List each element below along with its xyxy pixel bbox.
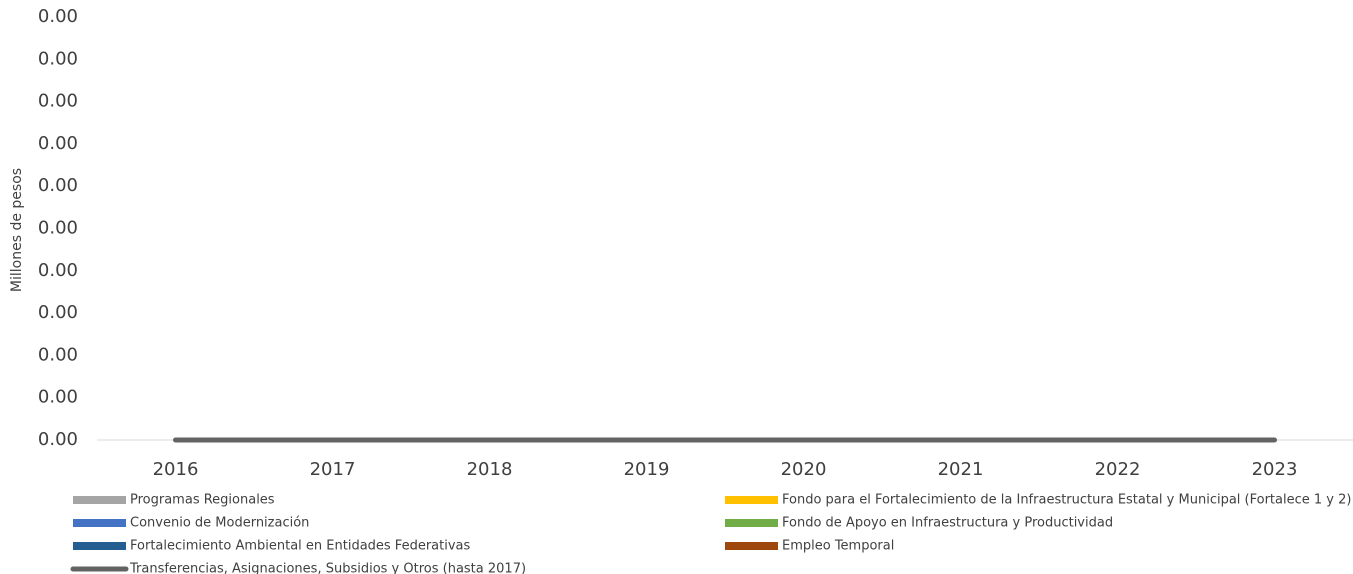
x-tick-label: 2018 [467,459,513,480]
legend-label: Transferencias, Asignaciones, Subsidios … [129,562,526,574]
legend-swatch [73,496,126,504]
legend-swatch [73,519,126,527]
y-tick-label: 0.00 [38,218,78,239]
y-tick-label: 0.00 [38,91,78,112]
x-tick-label: 2021 [938,459,984,480]
y-tick-label: 0.00 [38,429,78,450]
x-tick-label: 2022 [1095,459,1141,480]
legend-label: Fondo para el Fortalecimiento de la Infr… [782,493,1351,508]
x-tick-label: 2019 [624,459,670,480]
legend-swatch [73,542,126,550]
legend-label: Fondo de Apoyo en Infraestructura y Prod… [782,516,1113,531]
y-axis-label: Millones de pesos [9,168,25,292]
legend-label: Empleo Temporal [782,539,894,554]
y-tick-label: 0.00 [38,133,78,154]
y-tick-label: 0.00 [38,6,78,27]
legend-swatch [725,519,778,527]
y-tick-label: 0.00 [38,344,78,365]
y-tick-label: 0.00 [38,387,78,408]
y-tick-label: 0.00 [38,48,78,69]
x-tick-label: 2017 [310,459,356,480]
y-tick-label: 0.00 [38,302,78,323]
legend-label: Fortalecimiento Ambiental en Entidades F… [130,539,471,554]
y-tick-label: 0.00 [38,175,78,196]
legend-label: Convenio de Modernización [130,516,309,531]
legend-swatch [725,496,778,504]
x-tick-label: 2016 [153,459,199,480]
legend-label: Programas Regionales [130,493,275,508]
x-tick-label: 2023 [1252,459,1298,480]
x-tick-label: 2020 [781,459,827,480]
legend-swatch [725,542,778,550]
y-tick-label: 0.00 [38,260,78,281]
